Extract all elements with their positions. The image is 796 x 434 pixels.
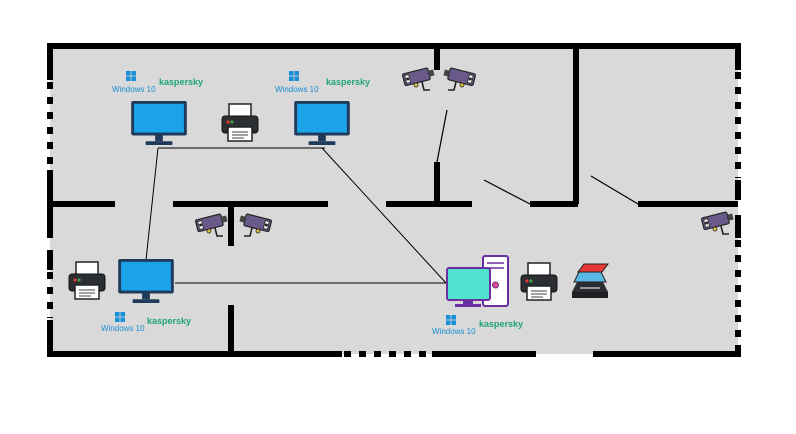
os-label: Windows 10 (112, 85, 156, 94)
workstation-pc3[interactable]: Windows 10 kaspersky (101, 258, 191, 333)
workstation-pc2[interactable]: Windows 10 kaspersky (275, 71, 370, 146)
server-workstation[interactable]: Windows 10 kaspersky (432, 255, 523, 336)
workstation-pc1[interactable]: Windows 10 kaspersky (112, 71, 203, 146)
window-segments (47, 72, 741, 357)
network-cables (145, 147, 447, 284)
os-label: Windows 10 (101, 324, 145, 333)
server-icon (446, 255, 509, 307)
scanner-icon[interactable] (572, 263, 609, 298)
antivirus-label: kaspersky (326, 77, 370, 87)
walls (47, 43, 741, 357)
os-label: Windows 10 (275, 85, 319, 94)
doors (436, 109, 639, 205)
floor-area (50, 46, 738, 354)
os-label: Windows 10 (432, 327, 476, 336)
antivirus-label: kaspersky (479, 319, 523, 329)
antivirus-label: kaspersky (147, 316, 191, 326)
antivirus-label: kaspersky (159, 77, 203, 87)
